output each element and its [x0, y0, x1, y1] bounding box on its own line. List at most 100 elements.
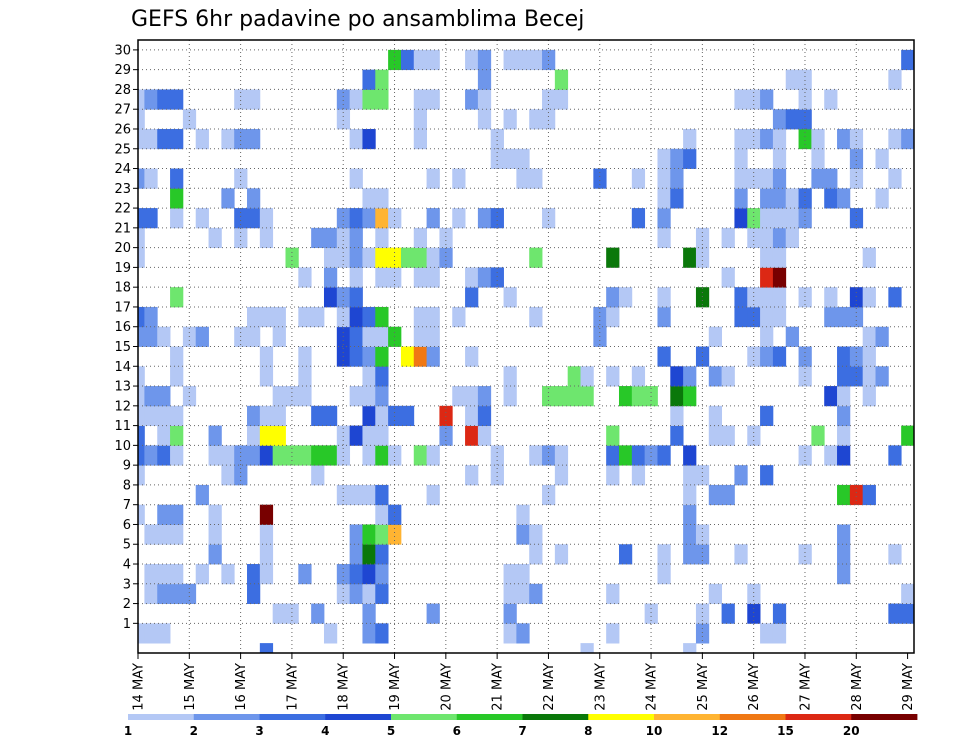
x-tick-label: 26 MAY — [747, 663, 762, 711]
heatmap-cell — [259, 643, 274, 654]
heatmap-cell — [144, 564, 158, 585]
heatmap-cell — [144, 168, 158, 189]
heatmap-cell — [683, 544, 697, 565]
heatmap-cell — [234, 227, 248, 249]
heatmap-cell — [413, 227, 427, 249]
heatmap-cell — [554, 386, 569, 407]
heatmap-cell — [708, 484, 723, 506]
heatmap-cell — [323, 247, 338, 268]
heatmap-cell — [862, 287, 876, 308]
heatmap-cell — [413, 306, 427, 328]
heatmap-cell — [734, 168, 748, 189]
y-tick-label: 13 — [114, 380, 131, 395]
heatmap-cell — [157, 128, 171, 150]
heatmap-cell — [542, 208, 556, 229]
heatmap-cell — [516, 504, 530, 525]
heatmap-cell — [772, 188, 787, 209]
heatmap-cell — [606, 366, 620, 387]
heatmap-cell — [849, 148, 864, 169]
heatmap-cell — [375, 623, 389, 644]
heatmap-cell — [221, 465, 235, 486]
legend-label: 6 — [453, 724, 461, 738]
heatmap-cell — [849, 484, 864, 506]
heatmap-cell — [747, 128, 761, 150]
legend-label: 2 — [190, 724, 198, 738]
heatmap-cell — [426, 89, 440, 110]
legend-swatch — [325, 714, 392, 720]
heatmap-cell — [503, 564, 517, 585]
heatmap-cell — [760, 465, 774, 486]
heatmap-cell — [144, 326, 158, 347]
heatmap-cell — [170, 346, 184, 367]
heatmap-cell — [144, 623, 158, 644]
heatmap-cell — [375, 89, 389, 110]
heatmap-cell — [618, 544, 633, 565]
heatmap-cell — [657, 346, 671, 367]
y-tick-label: 10 — [114, 439, 131, 454]
heatmap-cell — [349, 484, 363, 506]
heatmap-cell — [606, 465, 620, 486]
heatmap-cell — [798, 188, 812, 209]
heatmap-cell — [644, 445, 658, 466]
heatmap-cell — [618, 287, 633, 308]
heatmap-cell — [375, 504, 389, 525]
heatmap-cell — [272, 386, 286, 407]
heatmap-cell — [138, 128, 145, 150]
heatmap-cell — [298, 564, 312, 585]
heatmap-cell — [670, 148, 684, 169]
heatmap-cell — [285, 603, 299, 624]
heatmap-cell — [901, 583, 915, 604]
y-tick-label: 6 — [123, 518, 131, 533]
heatmap-cell — [298, 267, 312, 288]
heatmap-cell — [695, 603, 710, 624]
legend-label: 1 — [124, 724, 132, 738]
heatmap-cell — [259, 504, 274, 525]
heatmap-cell — [606, 287, 620, 308]
heatmap-cell — [144, 583, 158, 604]
heatmap-cell — [298, 366, 312, 387]
heatmap-cell — [849, 208, 864, 229]
heatmap-cell — [170, 564, 184, 585]
heatmap-cell — [362, 247, 376, 268]
heatmap-cell — [426, 168, 440, 189]
heatmap-cell — [862, 366, 876, 387]
heatmap-cell — [426, 247, 440, 268]
heatmap-cell — [170, 366, 184, 387]
heatmap-cell — [760, 168, 774, 189]
heatmap-cell — [138, 386, 145, 407]
legend-label: 5 — [387, 724, 395, 738]
heatmap-cell — [760, 247, 774, 268]
heatmap-cell — [413, 89, 427, 110]
heatmap-cell — [138, 109, 145, 130]
heatmap-cell — [747, 89, 761, 110]
legend-swatch — [456, 714, 523, 720]
y-tick-label: 12 — [114, 399, 131, 414]
heatmap-cell — [760, 267, 774, 288]
heatmap-cell — [138, 465, 145, 486]
heatmap-cell — [375, 405, 389, 426]
heatmap-cell — [657, 544, 671, 565]
heatmap-cell — [362, 89, 376, 110]
y-tick-label: 18 — [114, 281, 131, 296]
heatmap-cell — [170, 208, 184, 229]
heatmap-cell — [670, 425, 684, 446]
heatmap-cell — [272, 405, 286, 426]
heatmap-cell — [336, 564, 351, 585]
heatmap-cell — [606, 306, 620, 328]
heatmap-cell — [862, 247, 876, 268]
legend-swatch — [193, 714, 260, 720]
heatmap-cell — [683, 128, 697, 150]
heatmap-cell — [670, 188, 684, 209]
heatmap-cell — [182, 583, 197, 604]
heatmap-cell — [138, 168, 145, 189]
heatmap-cell — [388, 504, 402, 525]
heatmap-cell — [138, 623, 145, 644]
heatmap-cell — [683, 386, 697, 407]
heatmap-cell — [375, 425, 389, 446]
heatmap-cell — [785, 188, 799, 209]
y-tick-label: 15 — [114, 340, 131, 355]
heatmap-cell — [439, 247, 453, 268]
heatmap-cell — [144, 386, 158, 407]
heatmap-cell — [413, 267, 427, 288]
heatmap-cell — [734, 465, 748, 486]
